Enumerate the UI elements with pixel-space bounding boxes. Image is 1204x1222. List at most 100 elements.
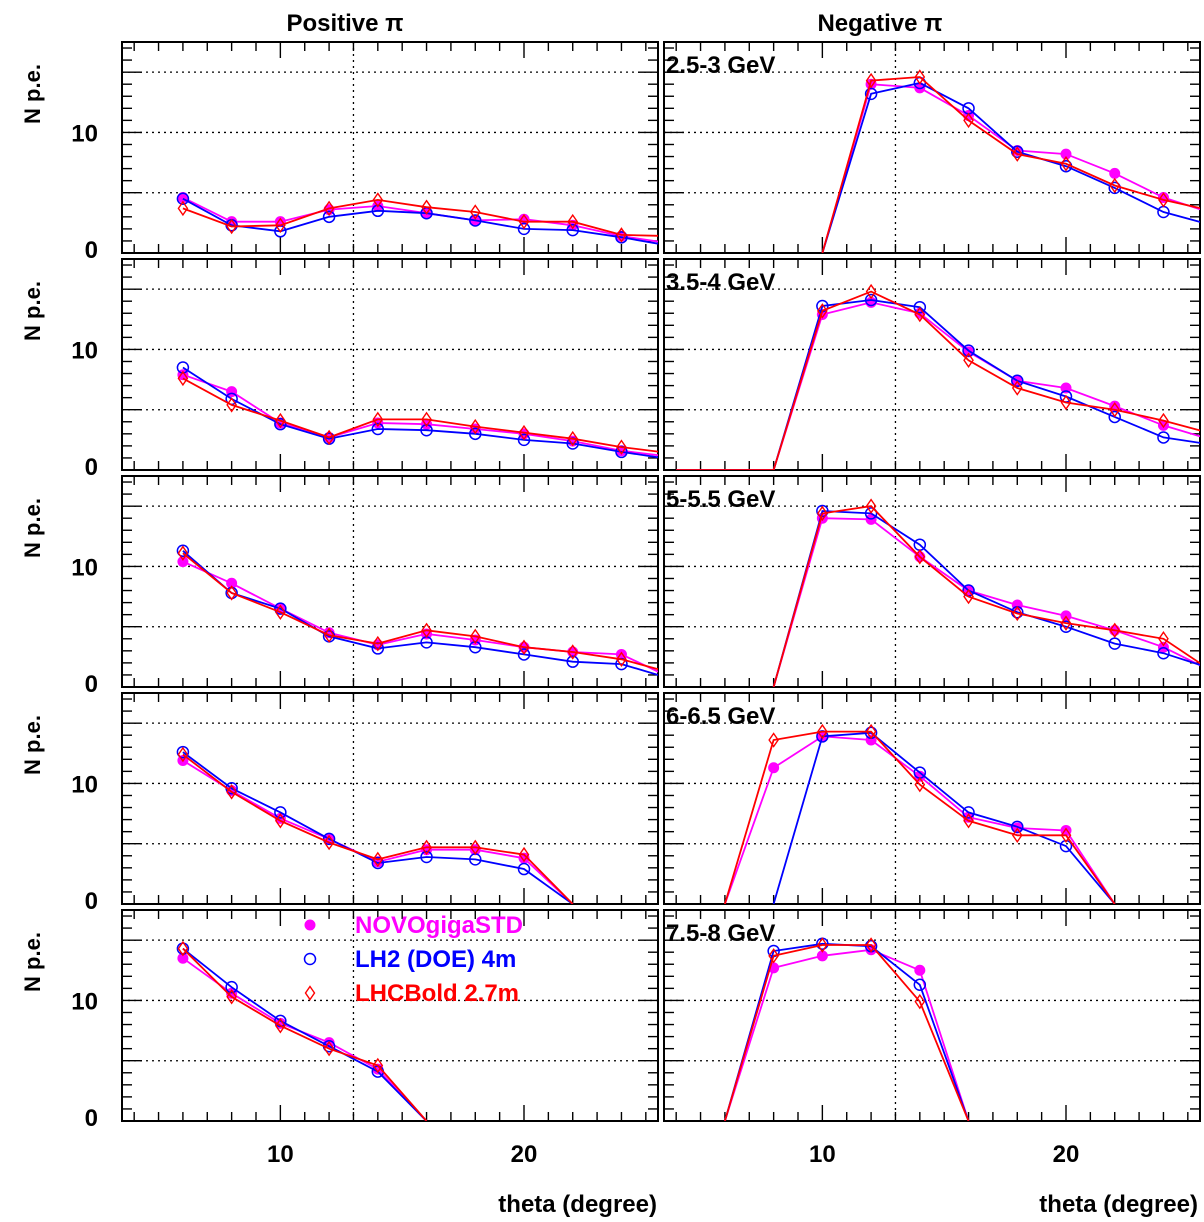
data-point-lh2-doe-4m-neg-row2 <box>1059 620 1073 633</box>
legend-marker-lh2-doe-4m <box>303 952 317 966</box>
series-line-novogigastd-neg-row1 <box>676 301 1200 470</box>
data-point-lh2-doe-4m-pos-row2 <box>517 648 531 661</box>
data-point-lhcbold-2-7m-pos-row0 <box>421 199 432 215</box>
data-point-lh2-doe-4m-neg-row1 <box>913 300 927 314</box>
data-point-lh2-doe-4m-pos-row3 <box>517 862 531 876</box>
data-point-lhcbold-2-7m-neg-row3 <box>1011 827 1023 844</box>
series-line-lhcbold-2-7m-neg-row1 <box>676 290 1200 470</box>
data-point-lhcbold-2-7m-pos-row0 <box>616 227 627 243</box>
data-point-lh2-doe-4m-neg-row0 <box>1011 145 1024 158</box>
series-group-pos-row0 <box>176 192 658 245</box>
data-point-lhcbold-2-7m-pos-row3 <box>177 746 189 763</box>
data-point-novogigastd-neg-row0 <box>1109 167 1121 179</box>
series-line-lh2-doe-4m-neg-row1 <box>676 299 1200 470</box>
series-line-lhcbold-2-7m-neg-row4 <box>724 944 970 1121</box>
data-point-lh2-doe-4m-pos-row1 <box>469 427 482 441</box>
panel-frame-neg-row2 <box>663 475 1201 688</box>
series-line-lh2-doe-4m-pos-row3 <box>182 751 574 904</box>
panel-annotation-neg-row1: 3.5-4 GeV <box>666 269 775 296</box>
series-line-lh2-doe-4m-neg-row0 <box>821 82 1200 253</box>
panel-frame-neg-row4 <box>663 909 1201 1122</box>
data-point-lhcbold-2-7m-neg-row0 <box>914 69 926 85</box>
data-point-lhcbold-2-7m-pos-row2 <box>226 585 237 601</box>
y-tick-label-0-pos-row1: 0 <box>85 454 98 481</box>
series-group-neg-row1 <box>676 283 1200 470</box>
legend-label-lhcbold-2-7m: LHCBold 2.7m <box>355 980 519 1007</box>
series-line-lhcbold-2-7m-pos-row4 <box>182 947 428 1121</box>
legend-marker-novogigastd <box>304 919 316 931</box>
data-point-lh2-doe-4m-neg-row1 <box>962 344 975 357</box>
legend-label-novogigastd: NOVOgigaSTD <box>355 912 523 939</box>
data-point-lhcbold-2-7m-neg-row4 <box>914 993 926 1010</box>
data-point-lh2-doe-4m-neg-row3 <box>1011 820 1024 834</box>
series-line-lhcbold-2-7m-neg-row2 <box>772 505 1200 687</box>
data-point-lhcbold-2-7m-pos-row3 <box>469 839 481 856</box>
data-point-lh2-doe-4m-pos-row3 <box>274 806 287 819</box>
data-point-lhcbold-2-7m-neg-row2 <box>1158 631 1169 647</box>
data-point-lhcbold-2-7m-pos-row1 <box>226 397 237 413</box>
series-line-lh2-doe-4m-neg-row3 <box>772 731 1116 904</box>
y-tick-label-10-pos-row3: 10 <box>71 771 98 798</box>
series-line-novogigastd-neg-row2 <box>772 517 1200 687</box>
data-point-lhcbold-2-7m-neg-row2 <box>1060 615 1072 631</box>
data-point-lh2-doe-4m-pos-row3 <box>322 832 336 846</box>
panel-frame-pos-row0 <box>121 41 659 254</box>
data-point-lh2-doe-4m-neg-row4 <box>913 978 927 992</box>
data-point-lhcbold-2-7m-pos-row0 <box>518 213 530 230</box>
series-group-neg-row0 <box>821 69 1200 253</box>
legend: NOVOgigaSTD LH2 (DOE) 4m LHCBold 2.7m <box>303 912 523 1007</box>
x-tick-label-10-pos-row4: 10 <box>267 1141 294 1168</box>
panel-frame-pos-row1 <box>121 258 659 471</box>
data-point-lhcbold-2-7m-pos-row2 <box>372 635 384 652</box>
data-point-lhcbold-2-7m-pos-row0 <box>372 192 384 208</box>
data-point-lhcbold-2-7m-neg-row3 <box>1060 827 1072 844</box>
data-point-lh2-doe-4m-pos-row0 <box>176 192 190 205</box>
series-line-lhcbold-2-7m-pos-row2 <box>182 552 658 671</box>
data-point-lhcbold-2-7m-neg-row0 <box>1158 192 1169 208</box>
data-point-lhcbold-2-7m-neg-row0 <box>1011 146 1023 162</box>
data-point-lh2-doe-4m-neg-row3 <box>962 806 975 819</box>
data-point-lh2-doe-4m-pos-row0 <box>566 223 579 237</box>
data-point-lhcbold-2-7m-pos-row3 <box>226 784 237 800</box>
x-tick-label-20-neg-row4: 20 <box>1053 1141 1080 1168</box>
series-line-novogigastd-neg-row3 <box>724 735 1116 904</box>
data-point-lhcbold-2-7m-pos-row1 <box>275 412 286 429</box>
data-point-lh2-doe-4m-neg-row1 <box>1011 374 1024 388</box>
series-line-lh2-doe-4m-pos-row4 <box>182 947 428 1121</box>
legend-marker-lhcbold-2-7m <box>304 985 316 1001</box>
data-point-lh2-doe-4m-pos-row0 <box>615 231 628 244</box>
x-axis-label-left: theta (degree) <box>498 1191 657 1218</box>
column-title-negative: Negative π <box>817 10 942 37</box>
data-point-lh2-doe-4m-pos-row3 <box>420 850 433 864</box>
series-line-novogigastd-pos-row1 <box>182 373 658 457</box>
series-group-pos-row1 <box>176 361 658 459</box>
data-point-lhcbold-2-7m-pos-row2 <box>323 627 335 643</box>
data-point-novogigastd-pos-row4 <box>177 952 189 964</box>
data-point-lh2-doe-4m-pos-row0 <box>322 210 336 224</box>
data-point-lhcbold-2-7m-pos-row0 <box>275 217 286 233</box>
panel-annotation-neg-row4: 7.5-8 GeV <box>666 920 775 947</box>
data-point-lhcbold-2-7m-neg-row0 <box>963 112 974 129</box>
data-point-lh2-doe-4m-neg-row2 <box>1108 637 1121 650</box>
panel-annotation-neg-row3: 6-6.5 GeV <box>666 703 775 730</box>
data-point-lhcbold-2-7m-pos-row1 <box>177 370 189 387</box>
data-point-lhcbold-2-7m-neg-row3 <box>865 723 877 740</box>
y-tick-label-10-pos-row1: 10 <box>71 337 98 364</box>
data-point-novogigastd-neg-row0 <box>1060 148 1072 160</box>
data-point-lhcbold-2-7m-neg-row1 <box>1060 394 1072 411</box>
data-point-lhcbold-2-7m-neg-row2 <box>963 588 974 605</box>
series-group-pos-row3 <box>176 745 574 904</box>
y-tick-label-0-pos-row2: 0 <box>85 671 98 698</box>
data-point-lhcbold-2-7m-pos-row1 <box>323 429 335 446</box>
series-line-novogigastd-pos-row0 <box>182 196 658 243</box>
data-point-lhcbold-2-7m-neg-row2 <box>914 549 926 565</box>
y-tick-label-10-pos-row4: 10 <box>71 988 98 1015</box>
data-point-lhcbold-2-7m-pos-row1 <box>616 439 627 455</box>
data-point-lhcbold-2-7m-pos-row2 <box>421 622 432 639</box>
data-point-lhcbold-2-7m-neg-row1 <box>914 306 926 323</box>
data-point-lh2-doe-4m-pos-row2 <box>176 544 190 558</box>
data-point-lhcbold-2-7m-pos-row1 <box>372 411 384 428</box>
data-point-lhcbold-2-7m-pos-row3 <box>518 846 530 863</box>
data-point-lh2-doe-4m-neg-row0 <box>864 87 878 101</box>
